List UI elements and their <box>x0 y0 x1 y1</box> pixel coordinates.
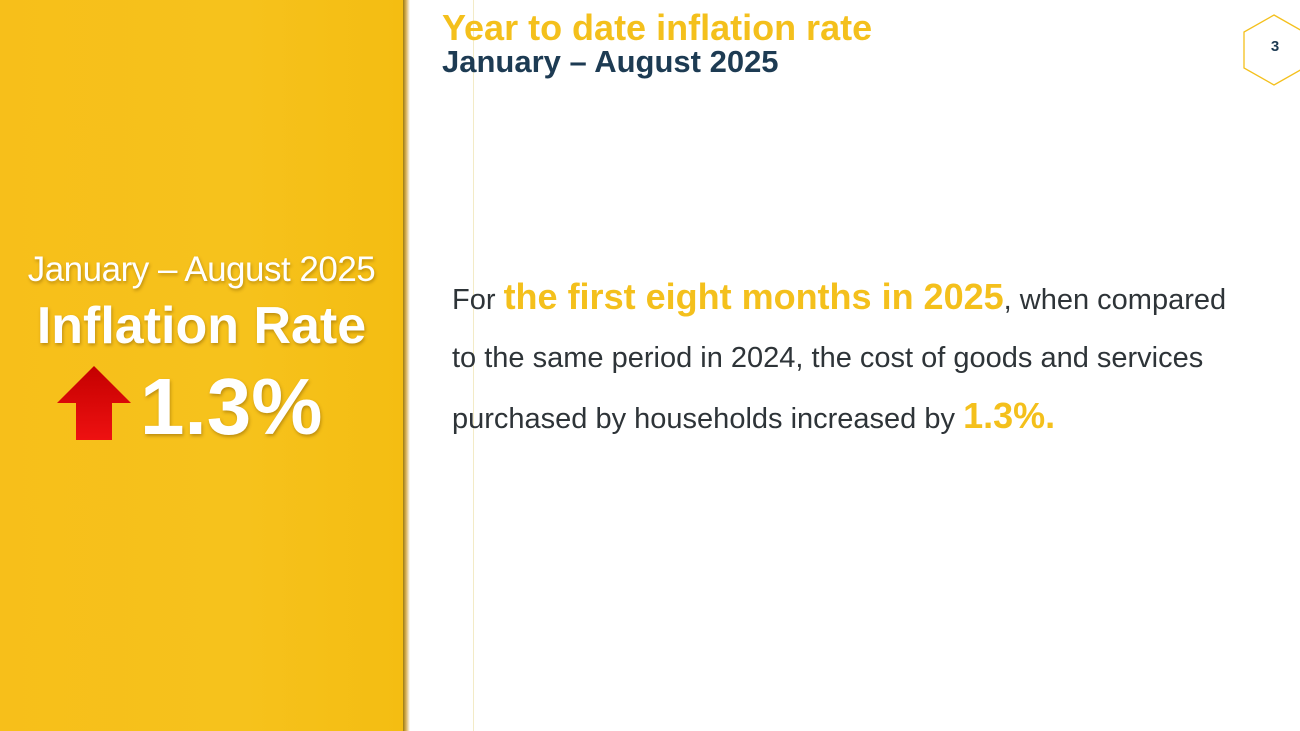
page-number: 3 <box>1270 38 1280 55</box>
body-highlight-period: the first eight months in 2025 <box>503 276 1004 317</box>
body-text-main: , when compared to the same period in 20… <box>452 284 1227 435</box>
vertical-guide-line <box>473 0 474 731</box>
inflation-rate-value: 1.3% <box>140 362 323 451</box>
body-highlight-rate: 1.3%. <box>963 395 1056 436</box>
left-panel <box>0 0 403 731</box>
body-paragraph: For the first eight months in 2025, when… <box>452 268 1232 448</box>
body-text-intro: For <box>452 284 504 316</box>
inflation-rate-title: Inflation Rate <box>36 297 367 355</box>
page-title: Year to date inflation rate <box>442 7 873 48</box>
page-subtitle: January – August 2025 <box>442 44 779 79</box>
up-arrow-icon <box>57 366 131 440</box>
hexagon-icon <box>1243 14 1300 86</box>
period-label: January – August 2025 <box>27 250 376 289</box>
panel-divider <box>403 0 410 731</box>
